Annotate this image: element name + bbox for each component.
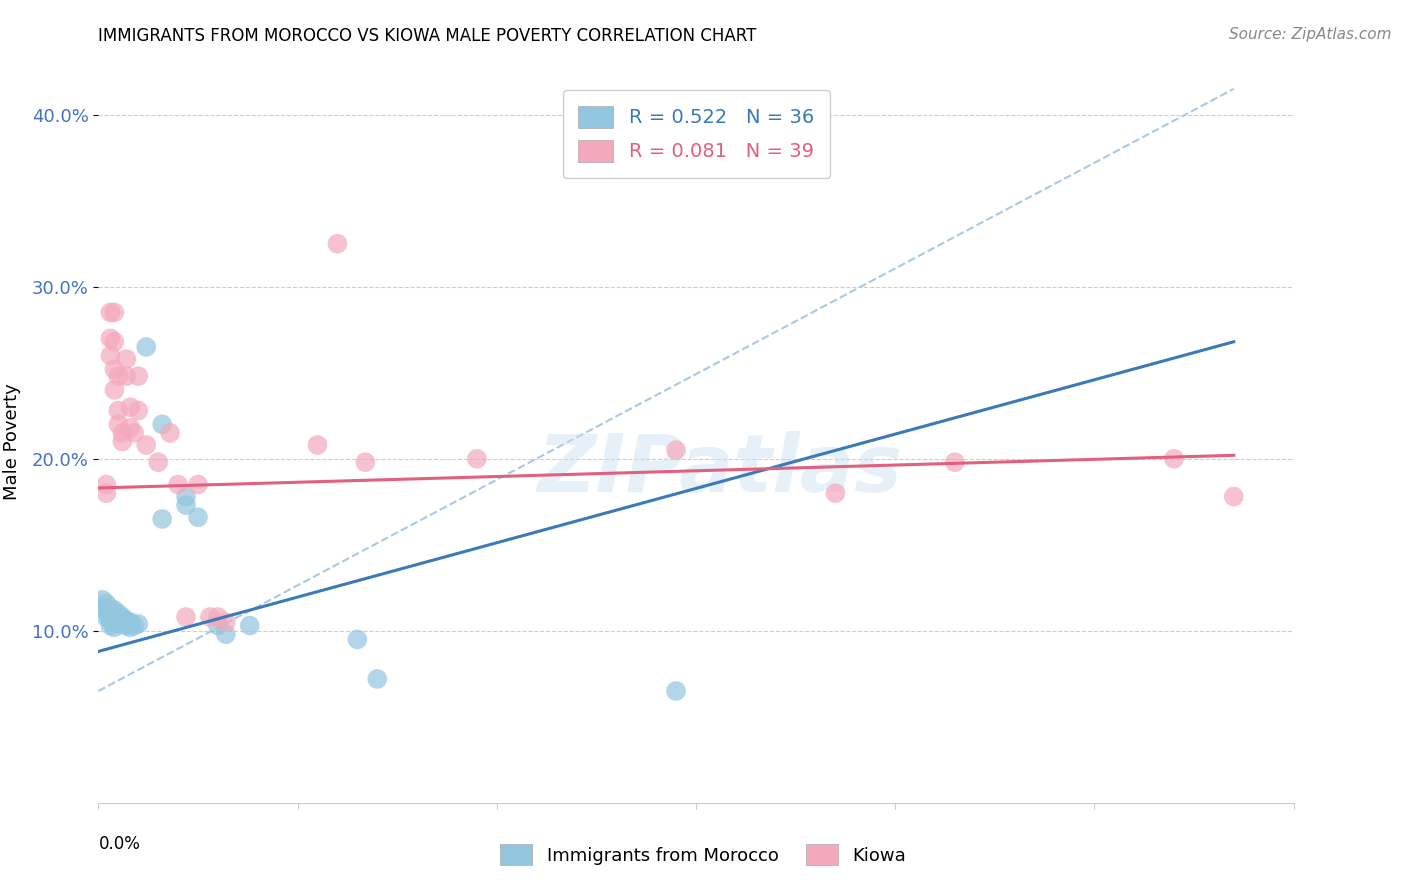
Point (346, 632, 368, 647)
Point (91, 601, 114, 615)
Point (103, 305, 125, 319)
Point (103, 620, 125, 634)
Point (239, 618, 262, 632)
Point (98, 349, 122, 363)
Point (120, 620, 142, 634)
Point (96, 610, 118, 624)
Point (215, 615, 238, 630)
Point (103, 383, 125, 397)
Point (115, 351, 138, 366)
Point (103, 610, 125, 624)
Point (354, 455, 377, 469)
Point (111, 434, 134, 449)
Point (115, 369, 138, 384)
Point (103, 615, 125, 630)
Point (91, 592, 114, 607)
Text: 0.0%: 0.0% (98, 835, 141, 854)
Point (96, 477, 118, 491)
Point (120, 615, 142, 630)
Point (1223, 490, 1246, 504)
Point (307, 438, 329, 452)
Point (111, 610, 134, 624)
Point (135, 340, 157, 354)
Point (127, 369, 149, 384)
Point (198, 610, 221, 624)
Point (1163, 451, 1185, 466)
Point (150, 512, 173, 526)
Point (98, 614, 122, 628)
Legend: R = 0.522   N = 36, R = 0.081   N = 39: R = 0.522 N = 36, R = 0.081 N = 39 (562, 90, 830, 178)
Point (96, 596, 118, 610)
Point (187, 477, 209, 491)
Point (124, 618, 146, 632)
Point (174, 498, 197, 512)
Point (148, 455, 170, 469)
Point (174, 490, 197, 504)
Point (107, 417, 129, 432)
Point (127, 616, 149, 631)
Point (465, 451, 488, 466)
Point (215, 627, 238, 641)
Point (111, 425, 134, 440)
Point (120, 421, 142, 435)
Point (824, 486, 846, 500)
Point (98, 601, 122, 615)
Point (326, 236, 349, 251)
Point (207, 610, 229, 624)
Point (103, 603, 125, 617)
Point (127, 403, 149, 417)
Point (103, 334, 125, 349)
Point (98, 618, 122, 632)
Point (665, 443, 688, 458)
Point (115, 614, 138, 628)
Point (111, 616, 134, 631)
Point (366, 672, 388, 686)
Point (115, 618, 138, 632)
Y-axis label: Male Poverty: Male Poverty (3, 384, 21, 500)
Point (103, 362, 125, 376)
Point (207, 618, 229, 632)
Point (174, 610, 197, 624)
Point (96, 605, 118, 619)
Text: ZIPatlas: ZIPatlas (537, 432, 903, 509)
Legend: Immigrants from Morocco, Kiowa: Immigrants from Morocco, Kiowa (491, 835, 915, 874)
Point (665, 684, 688, 698)
Point (107, 403, 129, 417)
Point (107, 607, 129, 621)
Point (96, 486, 118, 500)
Point (107, 612, 129, 626)
Point (150, 417, 173, 432)
Point (135, 438, 157, 452)
Point (124, 425, 146, 440)
Point (187, 510, 209, 524)
Point (167, 477, 190, 491)
Point (98, 608, 122, 623)
Point (943, 455, 966, 469)
Point (98, 331, 122, 345)
Point (120, 400, 142, 414)
Point (107, 369, 129, 384)
Point (98, 305, 122, 319)
Text: IMMIGRANTS FROM MOROCCO VS KIOWA MALE POVERTY CORRELATION CHART: IMMIGRANTS FROM MOROCCO VS KIOWA MALE PO… (98, 27, 756, 45)
Point (107, 616, 129, 631)
Point (159, 425, 181, 440)
Text: Source: ZipAtlas.com: Source: ZipAtlas.com (1229, 27, 1392, 42)
